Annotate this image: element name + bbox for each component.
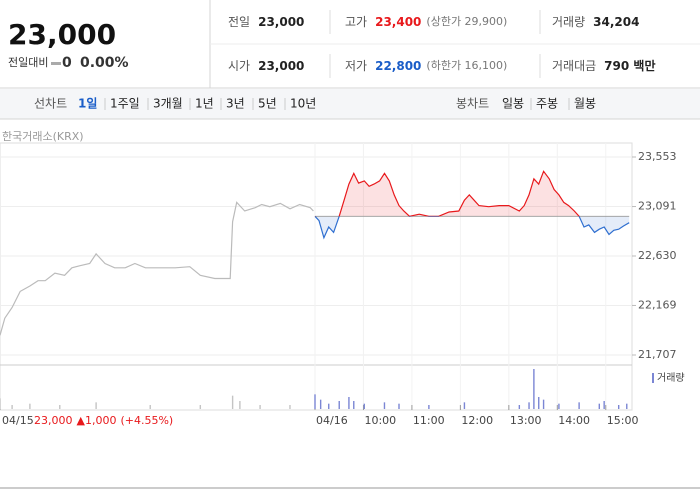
stat-label: 고가 (345, 15, 367, 29)
tab-bar (0, 89, 700, 119)
legend-label: 거래량 (657, 372, 685, 384)
stat: 거래대금 790 백만 (552, 58, 655, 73)
tab[interactable]: 3개월 (153, 97, 183, 111)
y-tick-label: 22,169 (638, 298, 677, 311)
price: 23,000 (8, 18, 116, 51)
tab[interactable]: 1년 (195, 97, 214, 111)
tab[interactable]: 주봉 (536, 97, 558, 111)
volume-bar (259, 405, 261, 409)
source: 한국거래소(KRX) (2, 130, 84, 143)
x-tick-label: 10:00 (364, 414, 396, 427)
change-label: 전일대비 (8, 55, 48, 69)
down-area (315, 216, 630, 238)
volume-bar (463, 402, 466, 409)
x-tick-label: 04/16 (316, 414, 348, 427)
tab[interactable]: 1일 (78, 97, 97, 111)
rate: 0.00% (80, 55, 129, 71)
volume-bar (338, 401, 340, 409)
stat-extra: (하한가 16,100) (426, 58, 507, 72)
stat-value: 790 백만 (604, 58, 655, 73)
volume-bar (603, 401, 605, 409)
volume-bar (314, 394, 316, 409)
tab[interactable]: 5년 (258, 97, 277, 111)
volume-bar (95, 402, 97, 409)
stat: 시가 23,000 (228, 59, 304, 73)
volume-bar (11, 405, 13, 409)
volume-bar (558, 403, 560, 409)
x-tick-label: 14:00 (558, 414, 590, 427)
volume-bar (149, 405, 151, 409)
volume-bar (578, 402, 580, 409)
stat-label: 거래대금 (552, 59, 596, 73)
x-tick-label: 11:00 (413, 414, 445, 427)
volume-bar (239, 401, 241, 409)
stat-value: 23,000 (258, 15, 304, 29)
volume-bar (518, 405, 521, 409)
down-line (314, 216, 630, 240)
volume-bar (319, 399, 322, 409)
stat-label: 전일 (228, 15, 250, 29)
prev-day-info: 23,000 ▲1,000 (+4.55%) (34, 414, 173, 427)
volume-bar (328, 403, 330, 409)
volume-bar (398, 403, 400, 409)
stat-value: 22,800 (375, 59, 421, 73)
tab-group-label: 봉차트 (456, 97, 489, 111)
plot-frame (0, 142, 633, 411)
stat-label: 시가 (228, 59, 250, 73)
volume-bar (428, 405, 430, 409)
volume-bar (29, 403, 31, 409)
tab[interactable]: 10년 (290, 97, 316, 111)
volume-bar (538, 397, 540, 409)
up-line (314, 170, 580, 217)
volume-bar (348, 397, 350, 409)
stat-value: 23,400 (375, 15, 421, 29)
volume-bar (383, 402, 386, 409)
stat-value: 23,000 (258, 59, 304, 73)
volume-bar (353, 401, 355, 409)
tab[interactable]: 월봉 (574, 97, 596, 111)
volume-bar (363, 403, 365, 409)
y-tick-label: 21,707 (638, 348, 677, 361)
stat: 전일 23,000 (228, 15, 304, 29)
legend-swatch (652, 373, 654, 383)
tab[interactable]: 1주일 (110, 97, 140, 111)
x-tick-label: 12:00 (461, 414, 493, 427)
price-line (0, 201, 314, 336)
stat: 고가 23,400 (상한가 29,900) (345, 15, 507, 29)
tab[interactable]: 일봉 (502, 97, 524, 111)
stat: 저가 22,800 (하한가 16,100) (345, 58, 507, 73)
x-tick-label: 15:00 (607, 414, 639, 427)
y-tick-label: 23,553 (638, 150, 677, 163)
tab-group-label: 선차트 (34, 97, 67, 111)
stat-label: 거래량 (552, 15, 585, 29)
prev-rate: (+4.55%) (120, 414, 173, 427)
tab[interactable]: 3년 (226, 97, 245, 111)
stat: 거래량 34,204 (552, 15, 639, 29)
volume-bar (617, 405, 620, 409)
change: 0 (62, 55, 72, 71)
flat-icon (51, 62, 61, 65)
volume-bar (0, 398, 1, 409)
volume-bar (289, 405, 291, 409)
y-tick-label: 23,091 (638, 200, 677, 213)
volume-bar (231, 395, 234, 409)
x-tick-label: 04/15 (2, 414, 34, 427)
y-tick-label: 22,630 (638, 249, 677, 262)
volume-bar (542, 399, 545, 409)
stat-label: 저가 (345, 59, 367, 73)
prev-close: 23,000 (34, 414, 73, 427)
stat-extra: (상한가 29,900) (426, 15, 507, 28)
prev-change: ▲1,000 (77, 414, 117, 427)
volume-bar (626, 403, 628, 409)
volume-bar (533, 369, 535, 409)
x-tick-label: 13:00 (510, 414, 542, 427)
volume-bar (59, 405, 61, 409)
volume-bar (598, 403, 601, 409)
stat-value: 34,204 (593, 15, 639, 29)
volume-bar (199, 405, 202, 409)
volume-bar (528, 402, 530, 409)
